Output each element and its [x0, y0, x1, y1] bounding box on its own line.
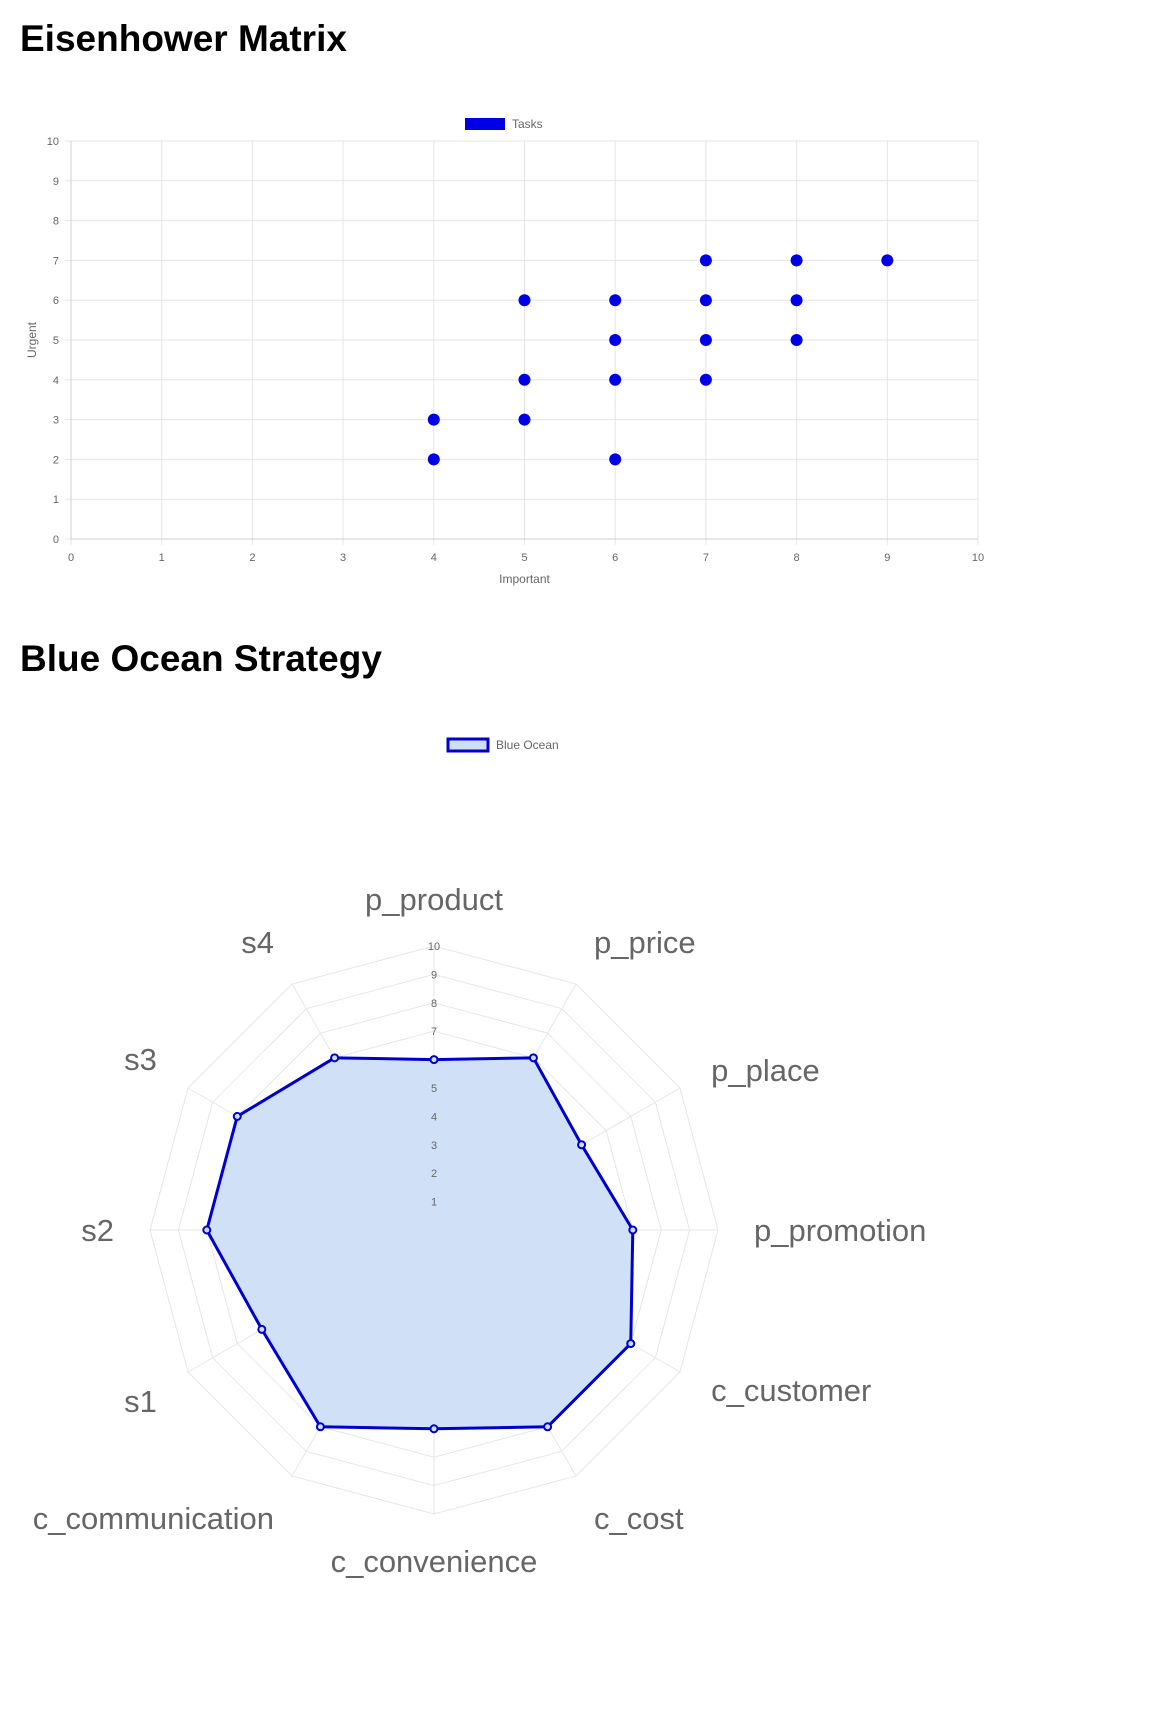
radar-tick-label: 8	[431, 998, 437, 1010]
eisenhower-matrix-title: Eisenhower Matrix	[20, 18, 347, 59]
y-tick-label: 7	[53, 255, 59, 267]
x-tick-label: 7	[703, 552, 709, 564]
data-point	[699, 294, 712, 307]
radar-category-label: s2	[81, 1213, 114, 1248]
radar-data-point	[429, 1055, 439, 1065]
data-point	[790, 254, 803, 267]
radar-legend: Blue Ocean	[446, 737, 559, 753]
x-axis-title: Important	[499, 572, 550, 586]
data-point	[427, 453, 440, 466]
x-tick-label: 3	[340, 552, 346, 564]
scatter-legend: Tasks	[465, 117, 543, 131]
radar-tick-label: 10	[428, 941, 440, 953]
radar-category-label: p_price	[594, 925, 696, 960]
radar-category-label: c_customer	[711, 1373, 871, 1408]
radar-category-label: c_convenience	[331, 1544, 538, 1579]
radar-category-label: s3	[124, 1042, 157, 1077]
data-point	[427, 413, 440, 426]
y-tick-label: 8	[53, 216, 59, 228]
x-tick-label: 4	[431, 552, 437, 564]
radar-data-point	[626, 1339, 636, 1349]
radar-category-label: c_cost	[594, 1501, 684, 1536]
data-point	[609, 453, 622, 466]
eisenhower-scatter-chart: 0 1 2 3 4 5 6 7 8 9 10 0 1 2 3 4 5 6 7 8 9 10 Important Urgent T…	[25, 117, 984, 586]
data-point	[609, 334, 622, 346]
radar-series-area	[205, 1056, 635, 1431]
radar-tick-label: 3	[431, 1140, 437, 1152]
radar-category-labels: p_product p_price p_place p_promotion c_cust…	[33, 882, 927, 1579]
y-tick-label: 9	[53, 176, 59, 188]
radar-data-point	[232, 1111, 242, 1121]
y-tick-label: 4	[53, 375, 59, 387]
radar-tick-label: 2	[431, 1168, 437, 1180]
data-point	[881, 254, 894, 267]
y-axis-title: Urgent	[25, 321, 39, 358]
data-point	[699, 373, 712, 386]
radar-data-point	[315, 1422, 325, 1432]
radar-data-point	[577, 1140, 587, 1150]
data-point	[699, 334, 712, 346]
y-tick-label: 0	[53, 534, 59, 546]
radar-category-label: p_promotion	[754, 1213, 926, 1248]
radar-data-point	[257, 1324, 267, 1334]
radar-category-label: s4	[241, 925, 274, 960]
radar-data-point	[202, 1225, 212, 1235]
radar-category-label: p_product	[365, 882, 503, 917]
y-tick-labels: 0 1 2 3 4 5 6 7 8 9 10	[47, 136, 59, 546]
radar-data-point	[330, 1053, 340, 1063]
data-point	[518, 294, 531, 307]
radar-tick-label: 4	[431, 1111, 437, 1123]
data-point	[609, 294, 622, 307]
data-point	[699, 254, 712, 267]
x-tick-label: 2	[249, 552, 255, 564]
x-tick-label: 9	[884, 552, 890, 564]
radar-legend-label: Blue Ocean	[496, 738, 559, 752]
y-tick-label: 5	[53, 335, 59, 347]
radar-tick-label: 7	[431, 1026, 437, 1038]
radar-tick-label: 1	[431, 1197, 437, 1209]
radar-tick-label: 5	[431, 1083, 437, 1095]
legend-swatch	[465, 118, 505, 130]
x-tick-label: 1	[159, 552, 165, 564]
x-tick-label: 10	[972, 552, 984, 564]
data-point	[790, 334, 803, 346]
x-tick-label: 5	[521, 552, 527, 564]
blue-ocean-strategy-title: Blue Ocean Strategy	[20, 638, 382, 679]
y-tick-label: 6	[53, 295, 59, 307]
radar-data-point	[429, 1424, 439, 1434]
x-tick-label: 6	[612, 552, 618, 564]
data-point	[518, 413, 531, 426]
radar-category-label: p_place	[711, 1053, 820, 1088]
radar-data-point	[628, 1225, 638, 1235]
radar-data-point	[528, 1053, 538, 1063]
radar-tick-label: 9	[431, 969, 437, 981]
radar-category-label: s1	[124, 1384, 157, 1419]
radar-legend-swatch	[446, 737, 490, 753]
x-tick-labels: 0 1 2 3 4 5 6 7 8 9 10	[68, 552, 984, 564]
legend-label: Tasks	[512, 117, 543, 131]
data-point	[790, 294, 803, 307]
radar-data-point	[543, 1422, 553, 1432]
radar-category-label: c_communication	[33, 1501, 274, 1536]
radar-points	[202, 1053, 638, 1434]
y-tick-label: 1	[53, 494, 59, 506]
data-point	[518, 373, 531, 386]
x-tick-label: 0	[68, 552, 74, 564]
scatter-points	[427, 254, 894, 466]
y-tick-label: 10	[47, 136, 59, 148]
y-tick-label: 3	[53, 415, 59, 427]
data-point	[609, 373, 622, 386]
y-tick-label: 2	[53, 454, 59, 466]
x-tick-label: 8	[794, 552, 800, 564]
